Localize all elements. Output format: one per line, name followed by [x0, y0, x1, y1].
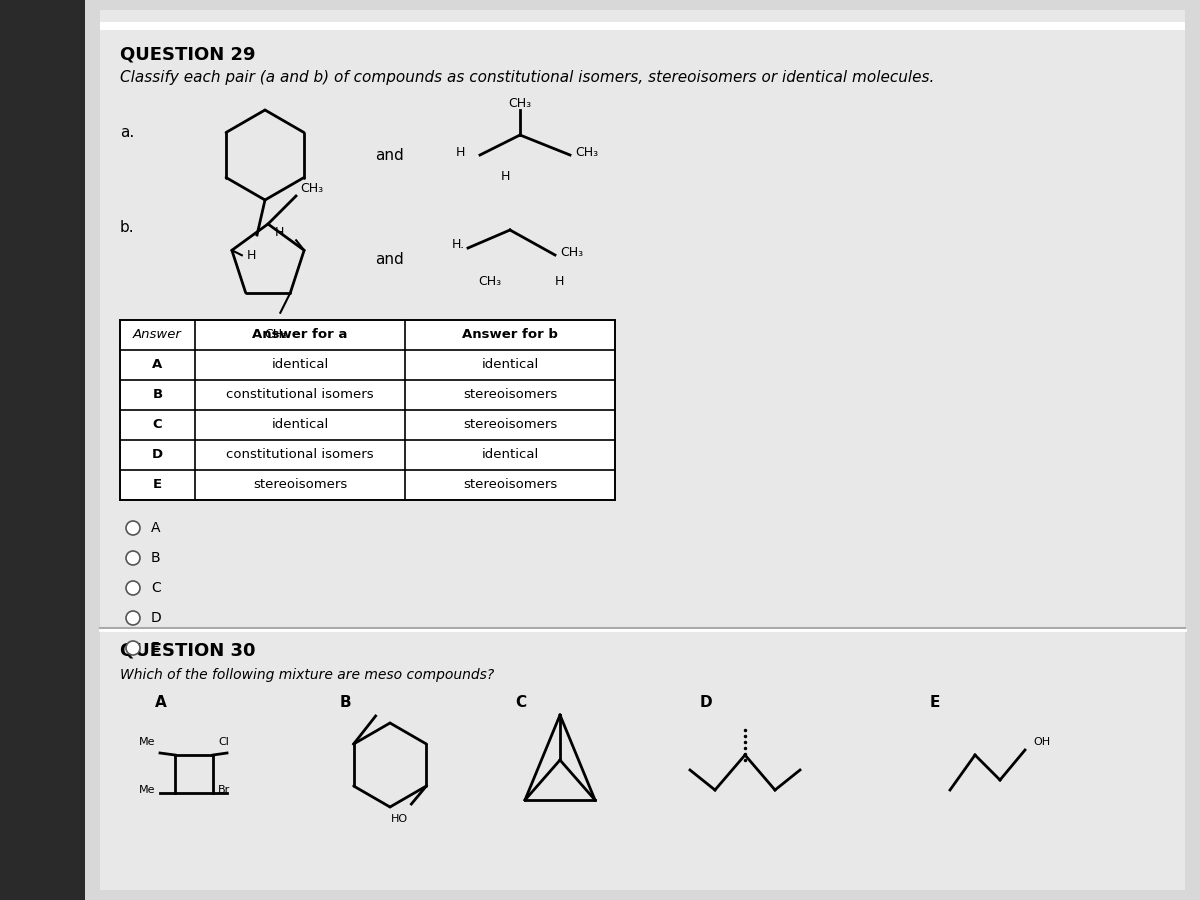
Text: stereoisomers: stereoisomers: [463, 389, 557, 401]
Text: OH: OH: [1033, 737, 1050, 747]
Text: and: and: [374, 148, 403, 163]
Circle shape: [126, 581, 140, 595]
Circle shape: [126, 641, 140, 655]
Text: b.: b.: [120, 220, 134, 235]
Text: C: C: [151, 581, 161, 595]
Text: identical: identical: [271, 358, 329, 372]
Text: stereoisomers: stereoisomers: [463, 418, 557, 431]
Text: stereoisomers: stereoisomers: [463, 479, 557, 491]
Text: H: H: [275, 226, 284, 239]
Text: a.: a.: [120, 125, 134, 140]
Text: stereoisomers: stereoisomers: [253, 479, 347, 491]
Text: HO: HO: [391, 814, 408, 824]
FancyBboxPatch shape: [120, 320, 616, 500]
Text: A: A: [152, 358, 163, 372]
Text: A: A: [151, 521, 161, 535]
Text: identical: identical: [481, 358, 539, 372]
FancyBboxPatch shape: [100, 10, 1186, 890]
Circle shape: [126, 551, 140, 565]
Text: QUESTION 30: QUESTION 30: [120, 642, 256, 660]
Text: CH₃: CH₃: [509, 97, 532, 110]
Text: CH₃: CH₃: [575, 146, 598, 158]
Circle shape: [126, 611, 140, 625]
FancyBboxPatch shape: [85, 0, 1200, 900]
Text: Me: Me: [138, 737, 155, 747]
Text: Br: Br: [218, 785, 230, 795]
Text: Answer for a: Answer for a: [252, 328, 348, 341]
Text: Which of the following mixture are meso compounds?: Which of the following mixture are meso …: [120, 668, 494, 682]
Text: B: B: [151, 551, 161, 565]
Text: B: B: [152, 389, 162, 401]
Text: H: H: [456, 146, 466, 158]
Text: H: H: [554, 275, 564, 288]
Text: identical: identical: [481, 448, 539, 462]
Text: constitutional isomers: constitutional isomers: [226, 448, 374, 462]
Text: C: C: [515, 695, 526, 710]
Circle shape: [126, 521, 140, 535]
FancyBboxPatch shape: [0, 0, 85, 900]
FancyBboxPatch shape: [100, 22, 1186, 30]
Text: Classify each pair (a and b) of compounds as constitutional isomers, stereoisome: Classify each pair (a and b) of compound…: [120, 70, 935, 85]
Text: D: D: [700, 695, 713, 710]
Text: CH₃: CH₃: [560, 246, 583, 258]
Text: CH₃: CH₃: [300, 183, 323, 195]
Text: E: E: [152, 479, 162, 491]
Text: D: D: [151, 611, 162, 625]
Text: CH₃: CH₃: [479, 275, 502, 288]
Text: Me: Me: [138, 785, 155, 795]
Text: E: E: [930, 695, 941, 710]
Text: A: A: [155, 695, 167, 710]
Text: B: B: [340, 695, 352, 710]
Text: and: and: [374, 253, 403, 267]
Text: H: H: [247, 248, 257, 262]
Text: C: C: [152, 418, 162, 431]
Text: constitutional isomers: constitutional isomers: [226, 389, 374, 401]
Text: E: E: [151, 641, 160, 655]
Text: identical: identical: [271, 418, 329, 431]
Text: Cl: Cl: [218, 737, 229, 747]
Text: Answer for b: Answer for b: [462, 328, 558, 341]
Text: QUESTION 29: QUESTION 29: [120, 45, 256, 63]
Text: Answer: Answer: [133, 328, 182, 341]
Text: H.: H.: [452, 238, 466, 251]
Text: D: D: [152, 448, 163, 462]
Text: H: H: [500, 170, 510, 183]
Text: CH₃: CH₃: [264, 328, 287, 341]
